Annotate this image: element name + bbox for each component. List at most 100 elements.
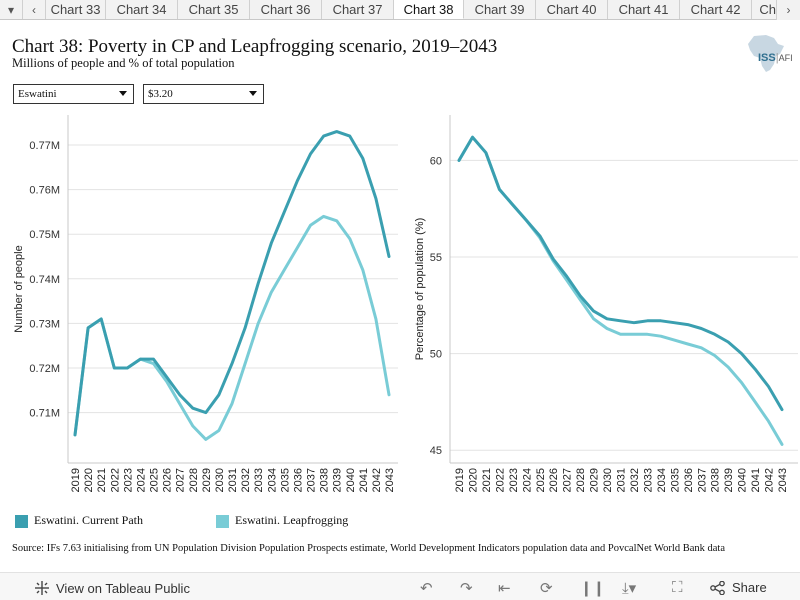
series-line[interactable]	[457, 135, 784, 412]
x-tick-label: 2041	[750, 468, 762, 492]
tab-chart[interactable]: Chart 35	[178, 0, 250, 19]
x-tick-label: 2030	[602, 468, 614, 492]
tableau-toolbar: View on Tableau Public ↶ ↷ ⇤ ⟳ ❙❙ ⤓▾ ⛶ S…	[0, 572, 800, 600]
x-tick-label: 2027	[175, 468, 187, 492]
tab-chart[interactable]: Chart 41	[608, 0, 680, 19]
y-tick-label: 0.71M	[29, 408, 60, 420]
x-tick-label: 2037	[696, 468, 708, 492]
tab-chart[interactable]: Chart 36	[250, 0, 322, 19]
fullscreen-icon[interactable]: ⛶	[672, 579, 683, 596]
x-tick-label: 2023	[508, 468, 520, 492]
x-tick-label: 2025	[535, 468, 547, 492]
x-tick-label: 2029	[201, 468, 213, 492]
undo-icon[interactable]: ↶	[420, 580, 433, 597]
y-tick-label: 0.76M	[29, 185, 60, 197]
logo-text: ISS	[758, 52, 776, 64]
x-tick-label: 2029	[589, 468, 601, 492]
x-tick-label: 2039	[723, 468, 735, 492]
tab-menu-dropdown[interactable]: ▾	[0, 0, 23, 19]
x-tick-label: 2020	[467, 468, 479, 492]
redo-icon[interactable]: ↷	[460, 580, 473, 597]
x-tick-label: 2036	[292, 468, 304, 492]
view-on-tableau-link[interactable]: View on Tableau Public	[34, 580, 190, 596]
legend-leapfrogging[interactable]: Eswatini. Leapfrogging	[216, 512, 348, 528]
tableau-logo-icon	[35, 581, 49, 595]
legend-label-leapfrogging: Eswatini. Leapfrogging	[235, 512, 349, 527]
x-tick-label: 2024	[521, 468, 533, 492]
x-tick-label: 2028	[575, 468, 587, 492]
x-tick-label: 2038	[710, 468, 722, 492]
view-on-tableau-label: View on Tableau Public	[56, 580, 190, 596]
y-tick-label: 0.74M	[29, 274, 60, 286]
x-tick-label: 2025	[149, 468, 161, 492]
tab-chart[interactable]: Chart 34	[106, 0, 178, 19]
legend-label-current-path: Eswatini. Current Path	[34, 512, 143, 527]
x-tick-label: 2020	[83, 468, 95, 492]
legend-swatch-current-path	[15, 514, 28, 528]
page-subtitle: Millions of people and % of total popula…	[12, 56, 235, 70]
tab-list: Chart 33 Chart 34 Chart 35 Chart 36 Chart 37…	[46, 0, 796, 19]
x-tick-label: 2026	[162, 468, 174, 492]
tab-scroll-left-button[interactable]: ‹	[23, 0, 46, 19]
y-tick-label: 50	[430, 349, 442, 361]
x-tick-label: 2019	[70, 468, 82, 492]
x-tick-label: 2031	[616, 468, 628, 492]
y-tick-label: 55	[430, 252, 442, 264]
people-chart: 0.71M 0.72M 0.73M 0.74M 0.75M 0.76M 0.77M Numbe…	[13, 115, 398, 492]
x-tick-label: 2038	[319, 468, 331, 492]
x-tick-label: 2043	[384, 468, 396, 492]
share-label: Share	[732, 580, 767, 595]
series-line[interactable]	[73, 130, 391, 437]
refresh-icon[interactable]: ⟳	[540, 580, 553, 597]
x-tick-label: 2035	[279, 468, 291, 492]
y-axis-title: Percentage of population (%)	[414, 218, 426, 360]
y-tick-label: 0.72M	[29, 363, 60, 375]
tab-chart[interactable]: Chart 37	[322, 0, 394, 19]
x-tick-label: 2024	[135, 468, 147, 492]
y-tick-label: 45	[430, 445, 442, 457]
tab-bar: ▾ ‹ Chart 33 Chart 34 Chart 35 Chart 36 Char…	[0, 0, 800, 20]
x-tick-label: 2034	[656, 468, 668, 492]
chevron-down-icon	[249, 91, 257, 96]
x-tick-label: 2031	[227, 468, 239, 492]
revert-icon[interactable]: ⇤	[498, 580, 511, 597]
share-button[interactable]: Share	[710, 580, 767, 595]
tab-chart[interactable]: Chart 42	[680, 0, 752, 19]
x-tick-label: 2041	[358, 468, 370, 492]
y-tick-label: 60	[430, 155, 442, 167]
africa-logo-icon	[748, 35, 784, 72]
x-tick-label: 2042	[371, 468, 383, 492]
y-tick-label: 0.73M	[29, 318, 60, 330]
x-tick-label: 2042	[764, 468, 776, 492]
x-tick-label: 2021	[481, 468, 493, 492]
legend-swatch-leapfrogging	[216, 514, 229, 528]
x-tick-label: 2040	[345, 468, 357, 492]
page-title: Chart 38: Poverty in CP and Leapfrogging…	[12, 36, 498, 57]
x-tick-label: 2023	[122, 468, 134, 492]
pause-icon[interactable]: ❙❙	[580, 580, 606, 597]
tab-chart[interactable]: Chart 33	[46, 0, 106, 19]
x-tick-label: 2022	[109, 468, 121, 492]
download-icon[interactable]: ⤓▾	[622, 580, 637, 597]
tab-scroll-right-button[interactable]: ›	[776, 0, 800, 20]
tab-chart[interactable]: Chart 39	[464, 0, 536, 19]
legend-current-path[interactable]: Eswatini. Current Path	[15, 512, 143, 528]
x-tick-label: 2030	[214, 468, 226, 492]
country-select[interactable]: Eswatini	[13, 84, 134, 104]
x-tick-label: 2028	[188, 468, 200, 492]
x-tick-label: 2034	[266, 468, 278, 492]
series-line[interactable]	[457, 135, 784, 446]
source-note: Source: IFs 7.63 initialising from UN Po…	[12, 543, 725, 554]
percentage-chart: 45 50 55 60 Percentage of population (%) 2019…	[414, 115, 798, 492]
threshold-select[interactable]: $3.20	[143, 84, 264, 104]
tab-chart[interactable]: Chart 38	[394, 0, 464, 19]
x-tick-label: 2027	[562, 468, 574, 492]
tab-chart[interactable]: Chart 40	[536, 0, 608, 19]
x-tick-label: 2036	[683, 468, 695, 492]
logo-wordmark: ISS|AFI	[758, 52, 793, 64]
x-tick-label: 2032	[240, 468, 252, 492]
series-line[interactable]	[73, 214, 391, 441]
logo-suffix: AFI	[778, 53, 793, 63]
x-tick-label: 2019	[454, 468, 466, 492]
y-axis-title: Number of people	[13, 245, 25, 332]
